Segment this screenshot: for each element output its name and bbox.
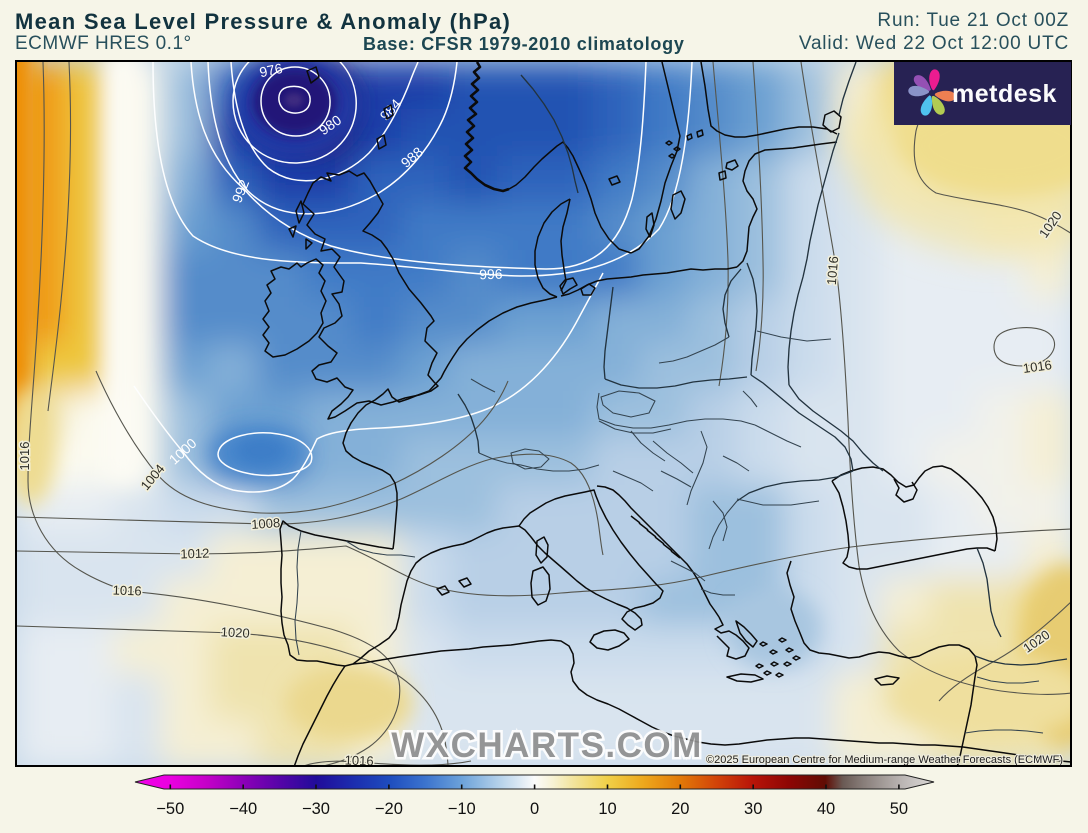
svg-text:1020: 1020 [220, 624, 250, 640]
svg-text:0: 0 [530, 800, 539, 818]
svg-text:−40: −40 [229, 800, 257, 818]
svg-text:40: 40 [817, 800, 835, 818]
svg-text:©2025 European Centre for Medi: ©2025 European Centre for Medium-range W… [706, 754, 1063, 765]
svg-text:1016: 1016 [344, 753, 373, 765]
svg-text:1016: 1016 [1022, 357, 1053, 376]
svg-text:1016: 1016 [17, 442, 32, 471]
svg-text:1012: 1012 [180, 546, 209, 562]
svg-text:−10: −10 [448, 800, 476, 818]
svg-text:1016: 1016 [112, 583, 141, 599]
svg-text:1016: 1016 [824, 256, 841, 286]
svg-text:996: 996 [479, 266, 503, 283]
svg-text:50: 50 [890, 800, 908, 818]
svg-text:−30: −30 [302, 800, 330, 818]
svg-text:10: 10 [598, 800, 616, 818]
svg-text:976: 976 [258, 62, 284, 80]
svg-text:20: 20 [671, 800, 689, 818]
svg-text:−50: −50 [156, 800, 184, 818]
svg-text:30: 30 [744, 800, 762, 818]
svg-text:−20: −20 [375, 800, 403, 818]
svg-text:1008: 1008 [251, 515, 281, 532]
svg-text:WXCHARTS.COM: WXCHARTS.COM [391, 726, 703, 765]
